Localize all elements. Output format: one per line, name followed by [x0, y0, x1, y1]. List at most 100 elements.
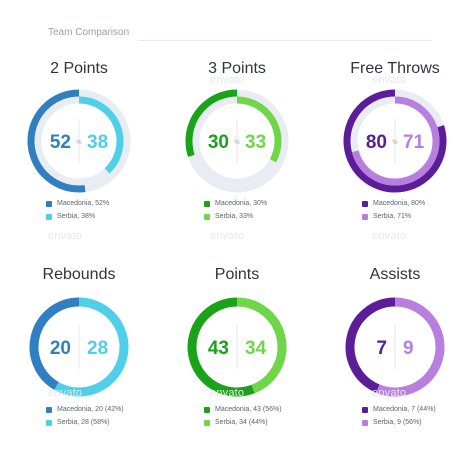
chart-panel: 2 Points 52 38% Macedonia, 52% Serbia, 38% — [0, 60, 158, 260]
donut-chart: 80 71% — [342, 88, 448, 194]
value-serbia: 34 — [245, 338, 267, 359]
chart-legend: Macedonia, 52% Serbia, 38% — [46, 197, 109, 223]
chart-legend: Macedonia, 43 (56%) Serbia, 34 (44%) — [204, 403, 282, 429]
legend-swatch — [46, 419, 52, 426]
chart-legend: Macedonia, 20 (42%) Serbia, 28 (58%) — [46, 403, 124, 429]
legend-label: Serbia, 28 (58%) — [57, 419, 110, 426]
legend-label: Serbia, 9 (56%) — [373, 419, 422, 426]
legend-label: Macedonia, 80% — [373, 200, 426, 207]
legend-label: Macedonia, 52% — [57, 200, 110, 207]
chart-legend: Macedonia, 7 (44%) Serbia, 9 (56%) — [362, 403, 436, 429]
donut-arc-macedonia — [343, 89, 447, 193]
donut-arc-serbia — [236, 297, 287, 394]
legend-swatch — [46, 406, 52, 413]
chart-panel: 3 Points 30 33% Macedonia, 30% Serbia, 33% — [158, 60, 316, 260]
value-macedonia: 80 — [366, 132, 387, 153]
value-serbia: 28 — [87, 338, 108, 359]
donut-arc-serbia — [376, 297, 445, 397]
legend-label: Macedonia, 43 (56%) — [215, 406, 282, 413]
watermark: envato — [210, 387, 245, 399]
donut-arc-serbia — [351, 96, 440, 186]
chart-title: Assists — [369, 266, 421, 283]
legend-swatch — [362, 200, 368, 207]
legend-item: Serbia, 9 (56%) — [362, 416, 436, 429]
donut-chart: 30 33% — [184, 88, 290, 194]
watermark: envato — [48, 230, 83, 242]
donut-arc-macedonia — [345, 297, 396, 393]
chart-legend: Macedonia, 80% Serbia, 71% — [362, 197, 425, 223]
value-macedonia: 43 — [208, 338, 229, 359]
percent-sign: % — [234, 140, 240, 146]
header-divider — [138, 40, 432, 41]
legend-swatch — [46, 200, 52, 207]
donut-arc-macedonia — [27, 89, 86, 193]
watermark: envato — [372, 74, 407, 86]
chart-legend: Macedonia, 30% Serbia, 33% — [204, 197, 267, 223]
watermark: envato — [372, 387, 407, 399]
legend-label: Macedonia, 20 (42%) — [57, 406, 124, 413]
donut-arc-serbia — [236, 96, 282, 163]
watermark: envato — [210, 230, 245, 242]
value-macedonia: 20 — [50, 338, 71, 359]
legend-item: Macedonia, 30% — [204, 197, 267, 210]
chart-panel: Assists 7 9 Macedonia, 7 (44%) Serbia, 9 (56… — [316, 266, 474, 466]
legend-label: Macedonia, 30% — [215, 200, 268, 207]
legend-item: Macedonia, 20 (42%) — [46, 403, 124, 416]
legend-item: Serbia, 38% — [46, 210, 109, 223]
chart-panel: Points 43 34 Macedonia, 43 (56%) Serbia, 34 … — [158, 266, 316, 466]
legend-swatch — [204, 213, 210, 220]
chart-title: Rebounds — [42, 266, 116, 283]
chart-title: Free Throws — [350, 60, 440, 77]
donut-svg: 30 33% — [185, 89, 289, 193]
value-macedonia: 52 — [50, 132, 71, 153]
legend-item: Serbia, 71% — [362, 210, 425, 223]
legend-item: Macedonia, 7 (44%) — [362, 403, 436, 416]
legend-swatch — [362, 406, 368, 413]
value-serbia: 38 — [87, 132, 108, 153]
legend-item: Macedonia, 43 (56%) — [204, 403, 282, 416]
chart-title: 3 Points — [208, 60, 266, 77]
legend-label: Macedonia, 7 (44%) — [373, 406, 436, 413]
donut-arc-macedonia — [187, 297, 255, 397]
percent-sign: % — [392, 140, 398, 146]
donut-chart: 43 34 — [184, 294, 290, 400]
donut-arc-serbia — [54, 297, 129, 397]
donut-svg: 80 71% — [343, 89, 447, 193]
percent-sign: % — [76, 140, 82, 146]
donut-svg: 20 28 — [29, 297, 129, 397]
donut-chart: 52 38% — [26, 88, 132, 194]
legend-label: Serbia, 38% — [57, 213, 96, 220]
legend-swatch — [362, 419, 368, 426]
legend-item: Serbia, 34 (44%) — [204, 416, 282, 429]
watermark: envato — [48, 387, 83, 399]
legend-label: Serbia, 33% — [215, 213, 254, 220]
value-serbia: 33 — [245, 132, 266, 153]
watermark: envato — [372, 230, 407, 242]
chart-panel: Free Throws 80 71% Macedonia, 80% Serbia, 71… — [316, 60, 474, 260]
donut-arc-macedonia — [185, 89, 238, 157]
legend-swatch — [362, 213, 368, 220]
legend-swatch — [204, 406, 210, 413]
legend-swatch — [204, 200, 210, 207]
donut-arc-macedonia — [29, 297, 80, 390]
donut-svg: 43 34 — [187, 297, 287, 397]
legend-item: Serbia, 33% — [204, 210, 267, 223]
legend-label: Serbia, 34 (44%) — [215, 419, 268, 426]
chart-title: 2 Points — [50, 60, 108, 77]
donut-arc-serbia — [78, 96, 124, 174]
value-macedonia: 7 — [376, 338, 387, 359]
watermark: envato — [210, 74, 245, 86]
legend-item: Serbia, 28 (58%) — [46, 416, 124, 429]
chart-title: Points — [214, 266, 260, 283]
legend-item: Macedonia, 80% — [362, 197, 425, 210]
value-serbia: 9 — [403, 338, 414, 359]
legend-swatch — [46, 213, 52, 220]
value-macedonia: 30 — [208, 132, 229, 153]
legend-item: Macedonia, 52% — [46, 197, 109, 210]
page-title: Team Comparison — [48, 27, 130, 38]
value-serbia: 71 — [403, 132, 425, 153]
donut-chart: 20 28 — [26, 294, 132, 400]
donut-svg: 52 38% — [27, 89, 131, 193]
